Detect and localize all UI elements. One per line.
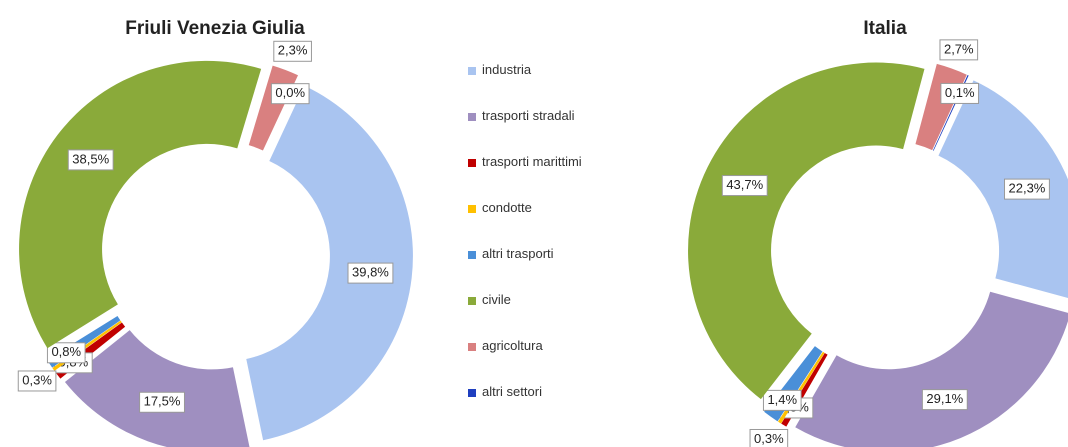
data-label-box <box>921 389 968 411</box>
donut-slice <box>688 62 925 400</box>
data-label-box <box>46 342 86 364</box>
legend: industria trasporti stradali trasporti mar… <box>468 62 638 430</box>
legend-label: trasporti marittimi <box>482 154 582 169</box>
donut-slice <box>795 291 1068 447</box>
data-label: 0,1% <box>945 85 975 100</box>
legend-swatch <box>468 342 476 351</box>
legend-label: industria <box>482 62 532 77</box>
data-label-box <box>940 82 980 104</box>
donut-slice <box>938 80 1068 299</box>
legend-label: trasporti stradali <box>482 108 575 123</box>
data-label-box <box>762 389 802 411</box>
data-label: 39,8% <box>352 265 389 280</box>
data-label-box <box>749 428 789 447</box>
legend-item: civile <box>468 292 638 338</box>
data-label: 1,4% <box>767 392 797 407</box>
legend-label: altri trasporti <box>482 246 554 261</box>
donut-slice <box>246 85 413 441</box>
chart-title: Friuli Venezia Giulia <box>125 18 305 39</box>
legend-swatch <box>468 296 476 305</box>
data-label-box <box>139 391 185 413</box>
legend-item: trasporti marittimi <box>468 154 638 200</box>
data-label: 0,3% <box>22 372 52 387</box>
data-label: 2,3% <box>278 43 308 58</box>
data-label-box <box>270 83 310 105</box>
data-label-box <box>347 262 394 284</box>
data-label: 17,5% <box>144 394 181 409</box>
data-label: 38,5% <box>72 151 109 166</box>
data-label-box <box>721 175 768 197</box>
data-label: 2,7% <box>944 41 974 56</box>
legend-item: altri trasporti <box>468 246 638 292</box>
legend-label: altri settori <box>482 384 542 399</box>
data-label: 0,3% <box>754 431 784 446</box>
data-label-box <box>1004 178 1050 200</box>
legend-swatch <box>468 66 476 75</box>
donut-slice <box>64 330 250 447</box>
data-label: 43,7% <box>726 177 763 192</box>
legend-item: altri settori <box>468 384 638 430</box>
data-label-box <box>67 149 114 171</box>
donut-slice <box>19 60 262 349</box>
legend-item: agricoltura <box>468 338 638 384</box>
legend-swatch <box>468 112 476 121</box>
data-label: 29,1% <box>926 391 963 406</box>
data-label: 0,0% <box>275 85 305 100</box>
data-label-box <box>17 370 57 392</box>
data-label: 0,8% <box>51 344 81 359</box>
chart-title: Italia <box>863 18 907 39</box>
legend-label: condotte <box>482 200 532 215</box>
data-label: 22,3% <box>1009 181 1046 196</box>
legend-label: agricoltura <box>482 338 543 353</box>
legend-item: condotte <box>468 200 638 246</box>
legend-swatch <box>468 250 476 259</box>
data-label-box <box>939 39 979 61</box>
data-label-box <box>273 40 312 62</box>
legend-item: industria <box>468 62 638 108</box>
legend-swatch <box>468 388 476 397</box>
legend-swatch <box>468 158 476 167</box>
legend-label: civile <box>482 292 511 307</box>
legend-item: trasporti stradali <box>468 108 638 154</box>
legend-swatch <box>468 204 476 213</box>
